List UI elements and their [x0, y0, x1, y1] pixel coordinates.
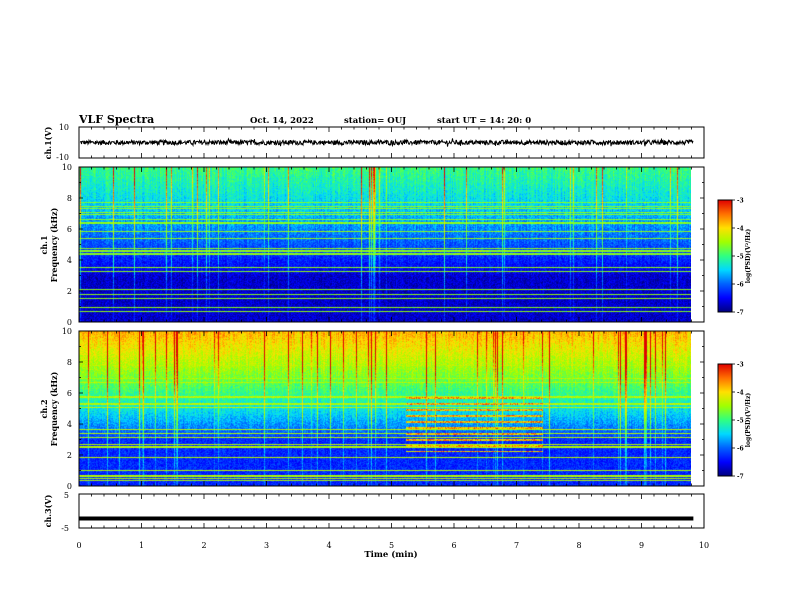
colorbar-tick-label: -7 — [737, 474, 744, 481]
ch1-colorbar — [718, 200, 732, 312]
ch1-spectrogram-ylabel: Frequency (kHz) — [49, 207, 59, 282]
ch2-spectrogram-image — [79, 331, 691, 486]
colorbar-tick-label: -4 — [737, 226, 744, 233]
ch3-waveform-frame — [78, 493, 705, 529]
colorbar-tick-label: -5 — [737, 254, 744, 261]
ch2-colorbar — [718, 364, 732, 476]
frequency-tick-label: 0 — [67, 318, 72, 327]
colorbar-tick-label: -5 — [737, 418, 744, 425]
frequency-tick-label: 10 — [62, 163, 72, 172]
frequency-tick-label: 0 — [67, 482, 72, 491]
ch3-ytick-top: 5 — [64, 491, 69, 500]
ch1-spectrogram-image — [79, 167, 691, 322]
colorbar-tick-label: -7 — [737, 310, 744, 317]
start-time-label: start UT = 14: 20: 0 — [437, 116, 531, 126]
ch1-spectrogram-ylabel-channel: ch.1 — [39, 235, 49, 254]
ch2-spectrogram-ylabel-channel: ch.2 — [39, 399, 49, 418]
ch2-colorbar-label: log(PSD)(V²/Hz) — [745, 393, 752, 448]
frequency-tick-label: 6 — [67, 389, 72, 398]
frequency-tick-label: 6 — [67, 225, 72, 234]
figure-title: VLF Spectra — [78, 113, 154, 126]
colorbar-tick-label: -3 — [737, 362, 744, 369]
time-tick-label: 8 — [576, 541, 581, 550]
frequency-tick-label: 10 — [62, 327, 72, 336]
frequency-tick-label: 2 — [67, 451, 72, 460]
colorbar-tick-label: -4 — [737, 390, 744, 397]
time-tick-label: 4 — [326, 541, 331, 550]
x-axis-label: Time (min) — [364, 549, 417, 560]
ch2-spectrogram-ylabel: Frequency (kHz) — [49, 371, 59, 446]
ch3-ytick-bottom: -5 — [61, 524, 69, 533]
time-tick-label: 0 — [76, 541, 81, 550]
ch1-ytick-top: 10 — [59, 123, 69, 132]
ch3-waveform-ylabel: ch.3(V) — [43, 494, 53, 527]
time-tick-label: 6 — [451, 541, 456, 550]
ch1-waveform-panel: 10 -10 ch.1(V) — [43, 123, 705, 162]
ch1-waveform-trace — [79, 137, 694, 148]
ch1-waveform-ylabel: ch.1(V) — [43, 126, 53, 159]
frequency-tick-label: 8 — [67, 358, 72, 367]
frequency-tick-label: 4 — [67, 420, 72, 429]
colorbar-tick-label: -3 — [737, 198, 744, 205]
ch3-waveform-panel: 5 -5 ch.3(V) 0 1 2 3 4 5 6 7 8 9 10 Time (min) — [43, 491, 709, 560]
frequency-tick-label: 2 — [67, 287, 72, 296]
time-tick-label: 7 — [514, 541, 519, 550]
frequency-tick-label: 4 — [67, 256, 72, 265]
colorbar-tick-label: -6 — [737, 282, 744, 289]
time-tick-label: 10 — [699, 541, 709, 550]
ch1-ytick-bottom: -10 — [56, 153, 69, 162]
frequency-tick-label: 8 — [67, 194, 72, 203]
time-tick-label: 5 — [389, 541, 394, 550]
ch1-colorbar-label: log(PSD)(V²/Hz) — [745, 229, 752, 284]
time-tick-label: 9 — [639, 541, 644, 550]
time-tick-label: 3 — [264, 541, 269, 550]
time-tick-label: 1 — [139, 541, 144, 550]
colorbar-tick-label: -6 — [737, 446, 744, 453]
station-label: station= OUJ — [344, 116, 406, 126]
time-tick-label: 2 — [201, 541, 206, 550]
date-label: Oct. 14, 2022 — [250, 116, 314, 126]
